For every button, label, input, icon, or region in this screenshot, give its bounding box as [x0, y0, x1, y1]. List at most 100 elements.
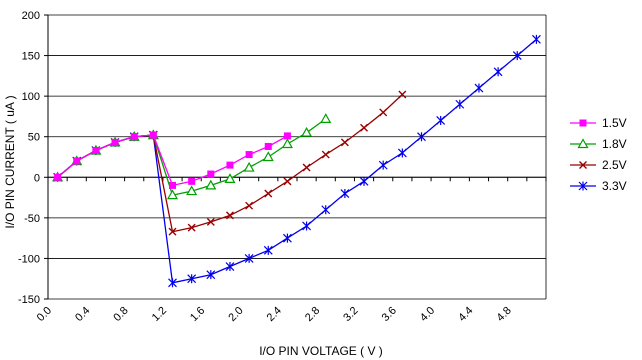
- data-point: [166, 189, 179, 200]
- data-point: [301, 126, 313, 137]
- data-point: [340, 138, 349, 147]
- data-point: [398, 90, 407, 99]
- x-axis-title: I/O PIN VOLTAGE ( V ): [259, 344, 383, 358]
- data-point: [206, 217, 215, 226]
- legend-label: 1.5V: [602, 116, 627, 130]
- data-point: [169, 181, 176, 189]
- series-line: [57, 38, 537, 284]
- series-line: [57, 134, 288, 187]
- data-point: [397, 148, 407, 158]
- data-point: [73, 157, 81, 165]
- legend-label: 2.5V: [602, 158, 627, 172]
- grid-lines: [48, 14, 546, 300]
- x-tick-label: 1.2: [150, 305, 169, 324]
- data-point: [207, 170, 215, 178]
- data-point: [340, 189, 350, 199]
- x-tick-label: 3.6: [380, 305, 399, 324]
- y-tick-label: -50: [24, 213, 40, 225]
- y-tick-label: -100: [18, 253, 40, 265]
- legend-item: 2.5V: [570, 158, 627, 172]
- x-tick-label: 2.8: [303, 305, 322, 324]
- x-tick-label: 4.0: [418, 305, 437, 324]
- data-point: [244, 253, 254, 263]
- y-tick-label: -150: [18, 294, 40, 306]
- data-point: [186, 185, 198, 196]
- data-point: [417, 132, 426, 142]
- data-point: [379, 108, 388, 117]
- legend-marker: [579, 119, 587, 127]
- x-tick-label: 1.6: [188, 305, 207, 324]
- series-1.5V: [54, 131, 291, 189]
- x-tick-label: 0.0: [35, 305, 54, 324]
- data-point: [130, 133, 138, 141]
- data-point: [263, 245, 273, 255]
- legend-label: 3.3V: [602, 179, 627, 193]
- data-point: [282, 233, 292, 243]
- legend-item: 3.3V: [570, 179, 627, 193]
- x-tick-label: 3.2: [341, 305, 360, 324]
- series-3.3V: [53, 34, 541, 288]
- data-point: [92, 147, 100, 155]
- y-tick-label: 100: [22, 91, 40, 103]
- data-point: [474, 83, 484, 93]
- data-point: [243, 161, 255, 172]
- y-tick-label: 50: [28, 132, 40, 144]
- data-point: [168, 227, 177, 236]
- data-point: [302, 221, 312, 231]
- data-point: [360, 123, 369, 132]
- data-point: [54, 173, 62, 181]
- data-point: [245, 201, 254, 210]
- legend-item: 1.5V: [570, 116, 627, 130]
- data-point: [321, 205, 331, 215]
- data-point: [321, 150, 330, 159]
- data-point: [188, 177, 196, 185]
- series-group: [52, 34, 541, 288]
- data-point: [264, 189, 273, 198]
- data-point: [359, 176, 369, 186]
- legend-marker: [578, 181, 588, 191]
- x-tick-label: 2.4: [265, 305, 284, 324]
- data-point: [225, 262, 235, 272]
- data-point: [281, 138, 293, 149]
- legend-marker: [577, 138, 589, 149]
- legend-item: 1.8V: [570, 137, 627, 151]
- legend: 1.5V 1.8V 2.5V 3.3V: [570, 116, 627, 193]
- data-point: [302, 163, 311, 172]
- data-point: [512, 51, 522, 61]
- data-point: [149, 131, 157, 139]
- x-tick-label: 4.4: [456, 305, 475, 324]
- series-1.8V: [52, 113, 332, 200]
- legend-label: 1.8V: [602, 137, 627, 151]
- data-point: [187, 223, 196, 232]
- data-point: [378, 160, 388, 170]
- y-tick-label: 0: [34, 172, 40, 184]
- data-point: [531, 34, 541, 44]
- data-point: [436, 115, 446, 125]
- data-point: [320, 113, 332, 123]
- data-point: [283, 132, 291, 140]
- y-axis-title: I/O PIN CURRENT ( uA ): [3, 95, 17, 228]
- data-point: [264, 142, 272, 150]
- data-point: [262, 151, 274, 162]
- x-tick-label: 0.4: [73, 305, 92, 324]
- legend-marker: [579, 161, 587, 169]
- data-point: [226, 161, 234, 169]
- x-tick-label: 2.0: [226, 305, 245, 324]
- y-tick-label: 150: [22, 51, 40, 63]
- y-tick-label: 200: [22, 10, 40, 22]
- data-point: [187, 274, 197, 284]
- data-point: [168, 278, 177, 288]
- data-point: [224, 173, 236, 184]
- x-tick-label: 4.8: [495, 305, 514, 324]
- data-point: [493, 67, 503, 77]
- data-point: [245, 151, 253, 159]
- data-point: [111, 138, 119, 146]
- data-point: [225, 211, 234, 220]
- data-point: [206, 270, 216, 280]
- data-point: [455, 99, 465, 109]
- data-point: [283, 177, 292, 186]
- x-tick-label: 0.8: [111, 305, 130, 324]
- data-point: [205, 179, 217, 190]
